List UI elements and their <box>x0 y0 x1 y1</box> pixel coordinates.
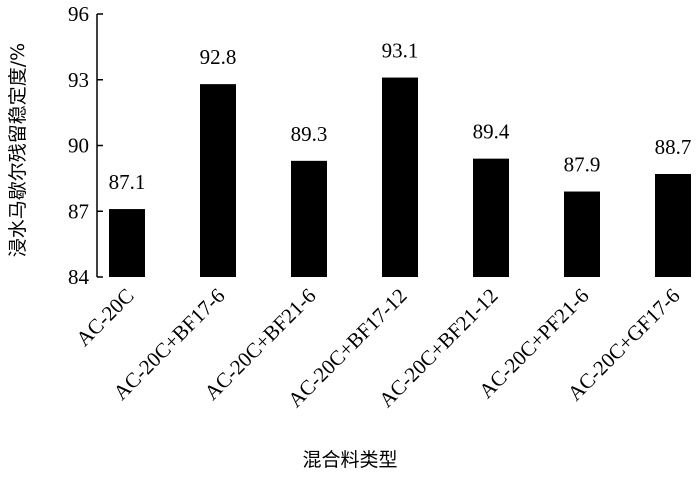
bar <box>382 77 418 277</box>
y-tick-label: 84 <box>68 265 90 289</box>
value-label: 87.9 <box>564 153 601 177</box>
value-label: 87.1 <box>109 170 146 194</box>
bar <box>109 209 145 277</box>
value-label: 88.7 <box>655 135 692 159</box>
y-tick-label: 93 <box>68 68 89 92</box>
y-axis-title: 浸水马歇尔残留稳定度/% <box>7 43 29 257</box>
value-label: 92.8 <box>200 45 237 69</box>
y-tick-label: 87 <box>68 199 89 223</box>
x-tick-label: AC-20C <box>71 284 138 351</box>
bar <box>655 173 691 277</box>
y-tick-label: 90 <box>68 134 89 158</box>
bar <box>200 84 236 277</box>
bar <box>291 160 327 277</box>
bar <box>564 191 600 277</box>
value-label: 89.4 <box>473 120 510 144</box>
x-axis-title: 混合料类型 <box>302 449 397 471</box>
value-label: 93.1 <box>382 39 419 63</box>
value-label: 89.3 <box>291 122 328 146</box>
bar <box>473 158 509 277</box>
y-tick-label: 96 <box>68 2 89 26</box>
